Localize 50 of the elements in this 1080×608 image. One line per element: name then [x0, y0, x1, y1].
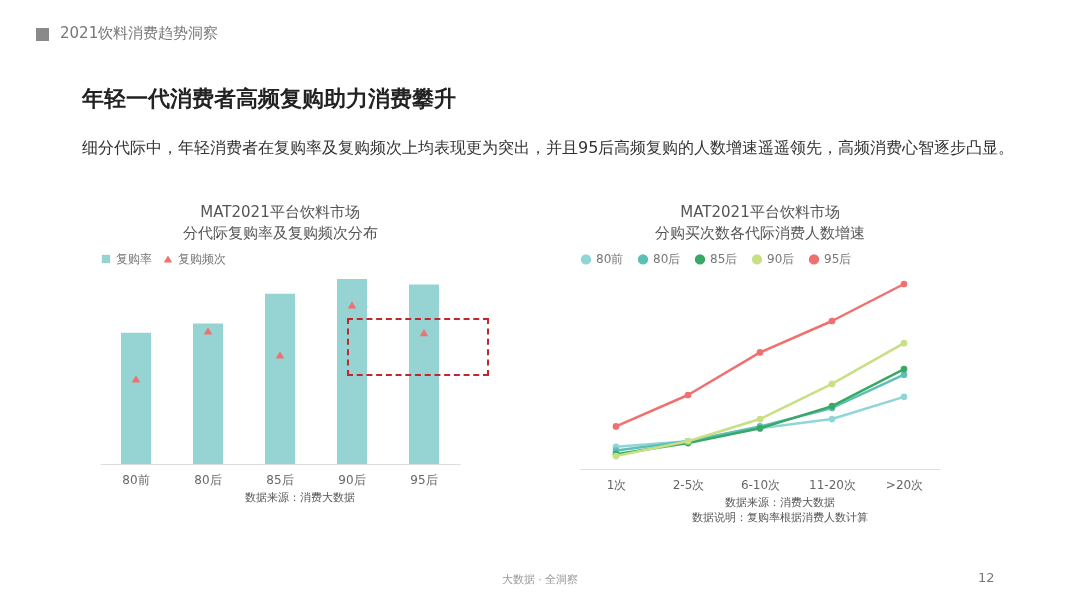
x-tick-label: 11-20次	[809, 477, 856, 492]
legend-label: 复购率	[116, 252, 152, 266]
chart-title: MAT2021平台饮料市场	[680, 203, 840, 221]
point	[612, 423, 620, 430]
x-tick-label: 6-10次	[740, 477, 781, 492]
source-note: 数据来源：消费大数据	[244, 490, 356, 505]
point	[900, 371, 908, 378]
x-tick-label: 80前	[122, 472, 150, 487]
x-tick-label: 90后	[338, 472, 366, 487]
point	[756, 349, 764, 356]
bar	[337, 279, 367, 464]
point	[828, 317, 836, 325]
chart-subtitle: 分代际复购率及复购频次分布	[182, 224, 378, 242]
point	[419, 329, 429, 337]
x-tick-label: 1次	[606, 477, 627, 492]
legend-label: 80后	[653, 252, 681, 267]
text: 数据说明：复购率根据消费人数计算	[691, 510, 869, 525]
legend-label: 80前	[596, 252, 624, 267]
x-tick-label: >20次	[885, 477, 924, 492]
x-tick-label: 2-5次	[672, 477, 705, 492]
bar	[193, 323, 223, 464]
point	[684, 391, 692, 399]
bar	[409, 284, 439, 464]
text: 年轻一代消费者高频复购助力消费攀升	[82, 85, 456, 113]
point	[900, 339, 908, 347]
point	[900, 280, 908, 288]
chart-title: MAT2021平台饮料市场	[200, 203, 360, 221]
point	[203, 327, 213, 335]
legend-label: 95后	[824, 252, 852, 267]
x-tick-label: 95后	[410, 472, 438, 487]
text: 大数据 · 全洞察	[500, 572, 580, 587]
bar	[121, 332, 151, 464]
x-tick-label: 85后	[266, 472, 294, 487]
text: 细分代际中，年轻消费者在复购率及复购频次上均表现更为突出，并且95后高频复购的人数增速遥遥领先，高频消费心智逐步凸显。	[82, 137, 1016, 159]
source-note: 数据来源：消费大数据	[724, 495, 836, 510]
bar	[265, 293, 295, 464]
legend-label: 复购频次	[178, 252, 226, 266]
point	[756, 415, 764, 423]
text: 12	[978, 570, 995, 585]
point	[900, 393, 908, 401]
point	[900, 365, 908, 373]
point	[131, 375, 141, 383]
legend-label: 90后	[767, 252, 795, 267]
point	[828, 415, 836, 423]
chart-subtitle: 分购买次数各代际消费人数增速	[655, 224, 865, 242]
point	[828, 380, 836, 388]
text: 2021饮料消费趋势洞察	[60, 24, 219, 43]
legend-label: 85后	[710, 252, 738, 267]
point	[347, 301, 357, 309]
x-tick-label: 80后	[194, 472, 222, 487]
